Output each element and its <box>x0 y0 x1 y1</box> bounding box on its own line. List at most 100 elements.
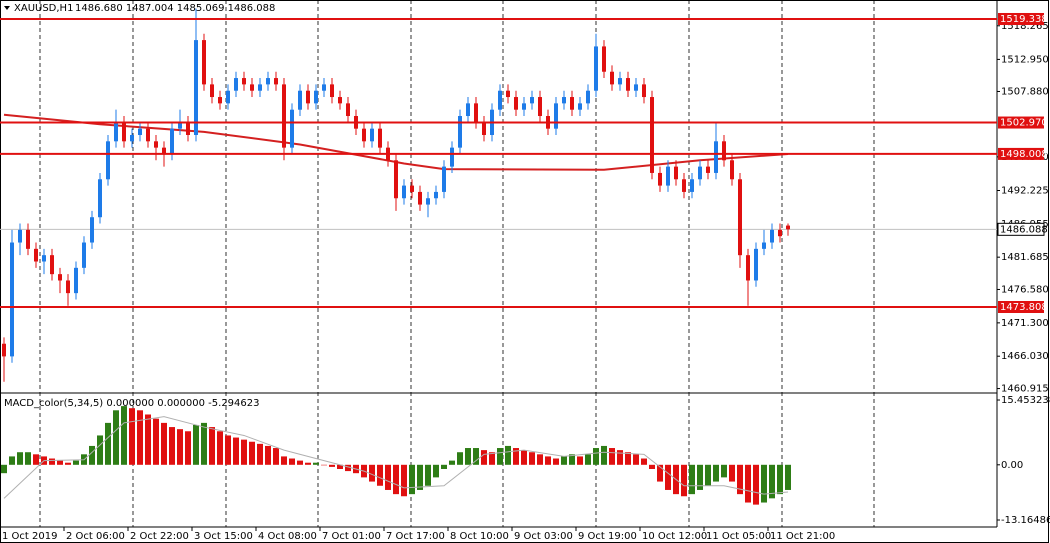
candle-body <box>522 103 526 110</box>
macd-bar <box>521 450 527 465</box>
macd-bar <box>33 454 39 465</box>
candle-body <box>458 116 462 148</box>
candle-body <box>82 242 86 268</box>
candle-body <box>722 141 726 161</box>
x-tick-label: 8 Oct 10:00 <box>450 531 509 542</box>
macd-bar <box>529 452 535 465</box>
candle-body <box>98 179 102 218</box>
y-tick-label: 1492.225 <box>1001 185 1049 196</box>
y-tick-label: 1460.915 <box>1001 384 1049 395</box>
y-tick-label: 1512.950 <box>1001 54 1049 65</box>
macd-bar <box>57 460 63 465</box>
macd-bar <box>145 414 151 465</box>
menu-arrow[interactable] <box>4 6 10 10</box>
macd-bar <box>457 452 463 465</box>
candle-body <box>362 128 366 142</box>
candle-body <box>466 103 470 117</box>
macd-bar <box>329 464 335 467</box>
macd-bar <box>649 464 655 469</box>
macd-bar <box>377 464 383 486</box>
macd-bar <box>625 452 631 465</box>
macd-bar <box>169 427 175 465</box>
macd-bar <box>257 443 263 465</box>
candle-body <box>234 78 238 91</box>
candle-body <box>746 255 750 281</box>
macd-bar <box>249 441 255 465</box>
macd-bar <box>785 464 791 490</box>
candle-body <box>258 84 262 91</box>
candle-body <box>554 103 558 129</box>
candle-body <box>378 128 382 148</box>
candle-body <box>130 134 134 142</box>
macd-bar <box>321 464 327 466</box>
macd-bar <box>265 445 271 465</box>
candle-body <box>282 84 286 148</box>
macd-bar <box>217 431 223 465</box>
macd-bar <box>449 460 455 465</box>
candle-body <box>682 179 686 192</box>
candle-body <box>218 97 222 104</box>
macd-bar <box>721 464 727 478</box>
candle-body <box>482 122 486 135</box>
candle-body <box>706 166 710 173</box>
macd-bar <box>681 464 687 497</box>
macd-bar <box>233 437 239 465</box>
candle-body <box>298 90 302 110</box>
macd-bar <box>129 408 135 465</box>
macd-bar <box>609 448 615 465</box>
x-tick-label: 11 Oct 05:00 <box>706 531 771 542</box>
candle-body <box>274 78 278 85</box>
candle-body <box>578 103 582 110</box>
macd-bar <box>665 464 671 490</box>
macd-bar <box>737 464 743 495</box>
macd-bar <box>161 422 167 465</box>
macd-tick-label: -13.164867 <box>1001 515 1050 526</box>
macd-bar <box>17 452 23 465</box>
macd-bar <box>409 464 415 495</box>
candle-body <box>10 242 14 357</box>
macd-bar <box>297 460 303 465</box>
candle-body <box>226 90 230 104</box>
candle-body <box>162 147 166 154</box>
macd-tick-label: 0.00 <box>1001 460 1023 471</box>
y-tick-label: 1507.880 <box>1001 86 1049 97</box>
macd-bar <box>585 454 591 465</box>
x-tick-label: 2 Oct 06:00 <box>66 531 125 542</box>
macd-bar <box>777 464 783 495</box>
macd-bar <box>337 464 343 469</box>
candle-body <box>306 90 310 104</box>
macd-bar <box>433 464 439 478</box>
macd-bar <box>505 445 511 465</box>
candle-body <box>562 97 566 104</box>
macd-bar <box>417 464 423 490</box>
header-values: 1486.680 1487.004 1485.069 1486.088 <box>75 3 275 14</box>
candle-body <box>626 78 630 91</box>
macd-bar <box>185 431 191 465</box>
macd-bar <box>89 445 95 465</box>
candle-body <box>66 280 70 294</box>
macd-bar <box>481 450 487 465</box>
macd-bar <box>689 464 695 495</box>
candle-body <box>506 90 510 98</box>
macd-title: MACD_color(5,34,5) 0.000000 0.000000 -5.… <box>4 398 260 409</box>
candle-body <box>714 141 718 173</box>
candle-body <box>650 97 654 173</box>
x-tick-label: 7 Oct 01:00 <box>322 531 381 542</box>
candle-body <box>2 343 6 357</box>
candle-body <box>762 242 766 249</box>
candle-body <box>210 84 214 98</box>
candle-body <box>442 166 446 192</box>
level-label: 1519.338 <box>1000 14 1048 25</box>
candle-body <box>410 185 414 192</box>
macd-bar <box>617 450 623 465</box>
candle-body <box>186 122 190 135</box>
x-tick-label: 10 Oct 12:00 <box>642 531 707 542</box>
candle-body <box>242 78 246 85</box>
y-tick-label: 1518.265 <box>1001 21 1049 32</box>
macd-bar <box>105 422 111 465</box>
macd-bar <box>497 448 503 465</box>
candle-body <box>394 160 398 199</box>
macd-bar <box>465 448 471 465</box>
candle-body <box>266 78 270 85</box>
